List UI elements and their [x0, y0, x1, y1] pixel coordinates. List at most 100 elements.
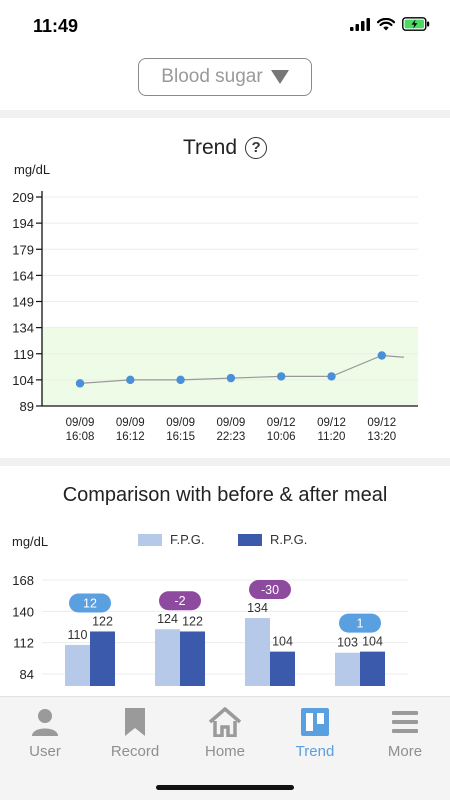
difference-badge-label: 12 — [83, 596, 97, 610]
rpg-bar — [180, 631, 205, 686]
rpg-value-label: 104 — [362, 635, 383, 649]
trend-x-tick-label-time: 16:15 — [166, 431, 195, 443]
fpg-value-label: 110 — [68, 628, 88, 642]
metric-selector-dropdown[interactable]: Blood sugar — [138, 58, 312, 96]
fpg-value-label: 103 — [337, 636, 358, 650]
fpg-bar — [245, 618, 270, 686]
fpg-value-label: 124 — [157, 612, 178, 626]
user-icon — [32, 709, 58, 736]
dropdown-triangle-icon — [270, 70, 289, 84]
trend-y-tick-label: 209 — [12, 190, 34, 205]
tab-trend[interactable]: Trend — [270, 707, 360, 760]
trend-y-tick-label: 194 — [12, 216, 34, 231]
signal-icon — [350, 17, 370, 31]
trend-y-tick-label: 104 — [12, 373, 34, 388]
metric-selector-area: Blood sugar — [0, 52, 450, 110]
trend-x-tick-label-date: 09/12 — [317, 417, 346, 429]
comparison-title: Comparison with before & after meal — [62, 484, 388, 506]
trend-section: Trend ? mg/dL 89 104 119 134 149 164 179 194 209… — [0, 118, 450, 458]
section-divider — [0, 110, 450, 118]
normal-range-band — [42, 327, 418, 406]
rpg-value-label: 104 — [272, 635, 293, 649]
comparison-unit-label: mg/dL — [12, 534, 49, 549]
wifi-icon — [377, 17, 395, 30]
tab-record[interactable]: Record — [90, 707, 180, 760]
difference-badge — [159, 591, 201, 611]
status-bar: 11:49 — [0, 0, 450, 52]
tab-more-label: More — [387, 743, 423, 760]
rpg-bar — [90, 631, 115, 686]
trend-x-tick-label-date: 09/09 — [116, 417, 145, 429]
tab-record-label: Record — [110, 743, 160, 760]
tab-more[interactable]: More — [360, 707, 450, 760]
trend-x-tick-label-date: 09/12 — [367, 417, 396, 429]
legend-rpg: R.P.G. — [238, 532, 307, 547]
trend-x-tick-label-time: 22:23 — [217, 431, 246, 443]
fpg-bar — [65, 644, 90, 686]
legend-fpg: F.P.G. — [138, 532, 204, 547]
trend-unit-label: mg/dL — [14, 162, 51, 177]
trend-y-tick-label: 179 — [12, 242, 34, 257]
compare-y-tick-label: 112 — [13, 636, 34, 651]
home-icon — [208, 707, 242, 737]
difference-badge-label: -30 — [261, 583, 279, 597]
comparison-chart: 84 112 140 168 110 122 12 124 122 -2 134 104 -30 103 1… — [12, 573, 408, 686]
legend-rpg-swatch — [238, 533, 262, 546]
trend-x-tick-label-time: 11:20 — [318, 431, 346, 443]
difference-badge-label: -2 — [174, 594, 185, 608]
trend-x-tick-label-time: 13:20 — [367, 431, 396, 443]
trend-y-tick-label: 149 — [12, 295, 34, 310]
difference-badge — [339, 613, 381, 633]
menu-icon — [392, 711, 418, 733]
tab-trend-label: Trend — [295, 743, 335, 760]
status-icons — [350, 17, 430, 31]
trend-data-point — [176, 375, 185, 385]
trend-title: Trend — [182, 136, 238, 159]
difference-badge-label: 1 — [357, 617, 364, 631]
rpg-bar — [270, 651, 295, 686]
trend-series-line — [79, 354, 405, 384]
trend-y-tick-label: 89 — [20, 399, 34, 414]
trend-y-tick-label: 134 — [12, 321, 34, 336]
battery-icon — [402, 17, 430, 31]
trend-x-tick-label-time: 16:08 — [66, 431, 95, 443]
trend-y-tick-label: 119 — [13, 347, 34, 362]
compare-y-tick-label: 140 — [12, 604, 34, 619]
compare-y-tick-label: 84 — [20, 667, 34, 682]
difference-badge — [69, 593, 111, 613]
trend-data-point — [75, 379, 85, 388]
rpg-bar — [360, 651, 385, 686]
trend-y-tick-label: 164 — [12, 268, 34, 283]
trend-x-tick-label-date: 09/12 — [267, 417, 296, 429]
metric-selector-label: Blood sugar — [161, 66, 263, 87]
home-indicator — [156, 785, 294, 790]
section-divider — [0, 458, 450, 466]
tab-user[interactable]: User — [0, 707, 90, 760]
compare-y-tick-label: 168 — [12, 573, 34, 588]
legend-fpg-swatch — [138, 533, 162, 546]
trend-data-point — [126, 375, 135, 385]
fpg-bar — [155, 629, 180, 686]
trend-data-point — [226, 373, 236, 383]
tab-home-label: Home — [204, 743, 245, 760]
help-icon[interactable]: ? — [245, 137, 268, 159]
difference-badge — [249, 580, 291, 600]
trend-x-tick-label-date: 09/09 — [217, 417, 246, 429]
trend-x-tick-label-date: 09/09 — [66, 417, 95, 429]
tab-user-label: User — [29, 743, 61, 760]
tab-home[interactable]: Home — [180, 707, 270, 760]
trend-data-point — [277, 372, 286, 381]
bookmark-icon — [125, 708, 145, 736]
fpg-bar — [335, 652, 360, 686]
legend-rpg-label: R.P.G. — [270, 532, 308, 547]
legend-fpg-label: F.P.G. — [170, 532, 205, 547]
comparison-section: Comparison with before & after meal mg/d… — [0, 466, 450, 696]
trend-data-point — [377, 351, 386, 360]
rpg-value-label: 122 — [182, 614, 203, 628]
trend-x-tick-label-date: 09/09 — [166, 417, 195, 429]
trend-icon — [301, 708, 329, 736]
fpg-value-label: 134 — [247, 601, 268, 615]
tab-bar: User Record Home Trend More — [0, 696, 450, 800]
trend-chart: 89 104 119 134 149 164 179 194 209 09/09 16:08 09/0… — [12, 190, 418, 443]
rpg-value-label: 122 — [92, 614, 113, 628]
